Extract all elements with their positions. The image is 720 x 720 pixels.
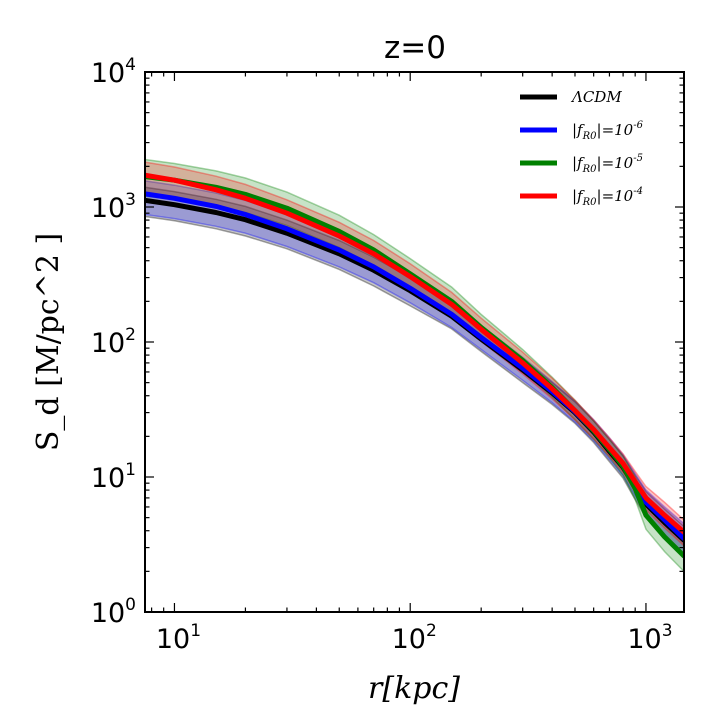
y-tick-label: 103: [91, 190, 136, 224]
legend-label: |fR0|=10-6: [572, 120, 644, 142]
series-lines: [145, 172, 684, 559]
x-axis-label: r[kpc]: [368, 671, 460, 706]
x-tick-label: 103: [627, 621, 672, 655]
x-tick-label: 102: [392, 621, 437, 655]
x-tick-label: 101: [156, 621, 201, 655]
legend: ΛCDM |fR0|=10-6 |fR0|=10-5 |fR0|=10-4: [520, 88, 644, 208]
plot-frame: [144, 71, 685, 613]
axis-tick-labels: 101 102 103 100 101 102 103 104: [91, 55, 673, 655]
y-tick-label: 100: [91, 595, 136, 629]
line-series-3: [145, 172, 684, 535]
y-axis-label: S_d [M/pc^2 ]: [31, 233, 66, 451]
legend-label: |fR0|=10-5: [572, 153, 643, 175]
legend-label: |fR0|=10-4: [572, 186, 643, 208]
chart-title: z=0: [384, 30, 446, 66]
y-tick-label: 104: [91, 55, 136, 89]
legend-label: ΛCDM: [570, 88, 622, 106]
y-tick-label: 101: [91, 460, 136, 494]
y-tick-label: 102: [91, 325, 136, 359]
